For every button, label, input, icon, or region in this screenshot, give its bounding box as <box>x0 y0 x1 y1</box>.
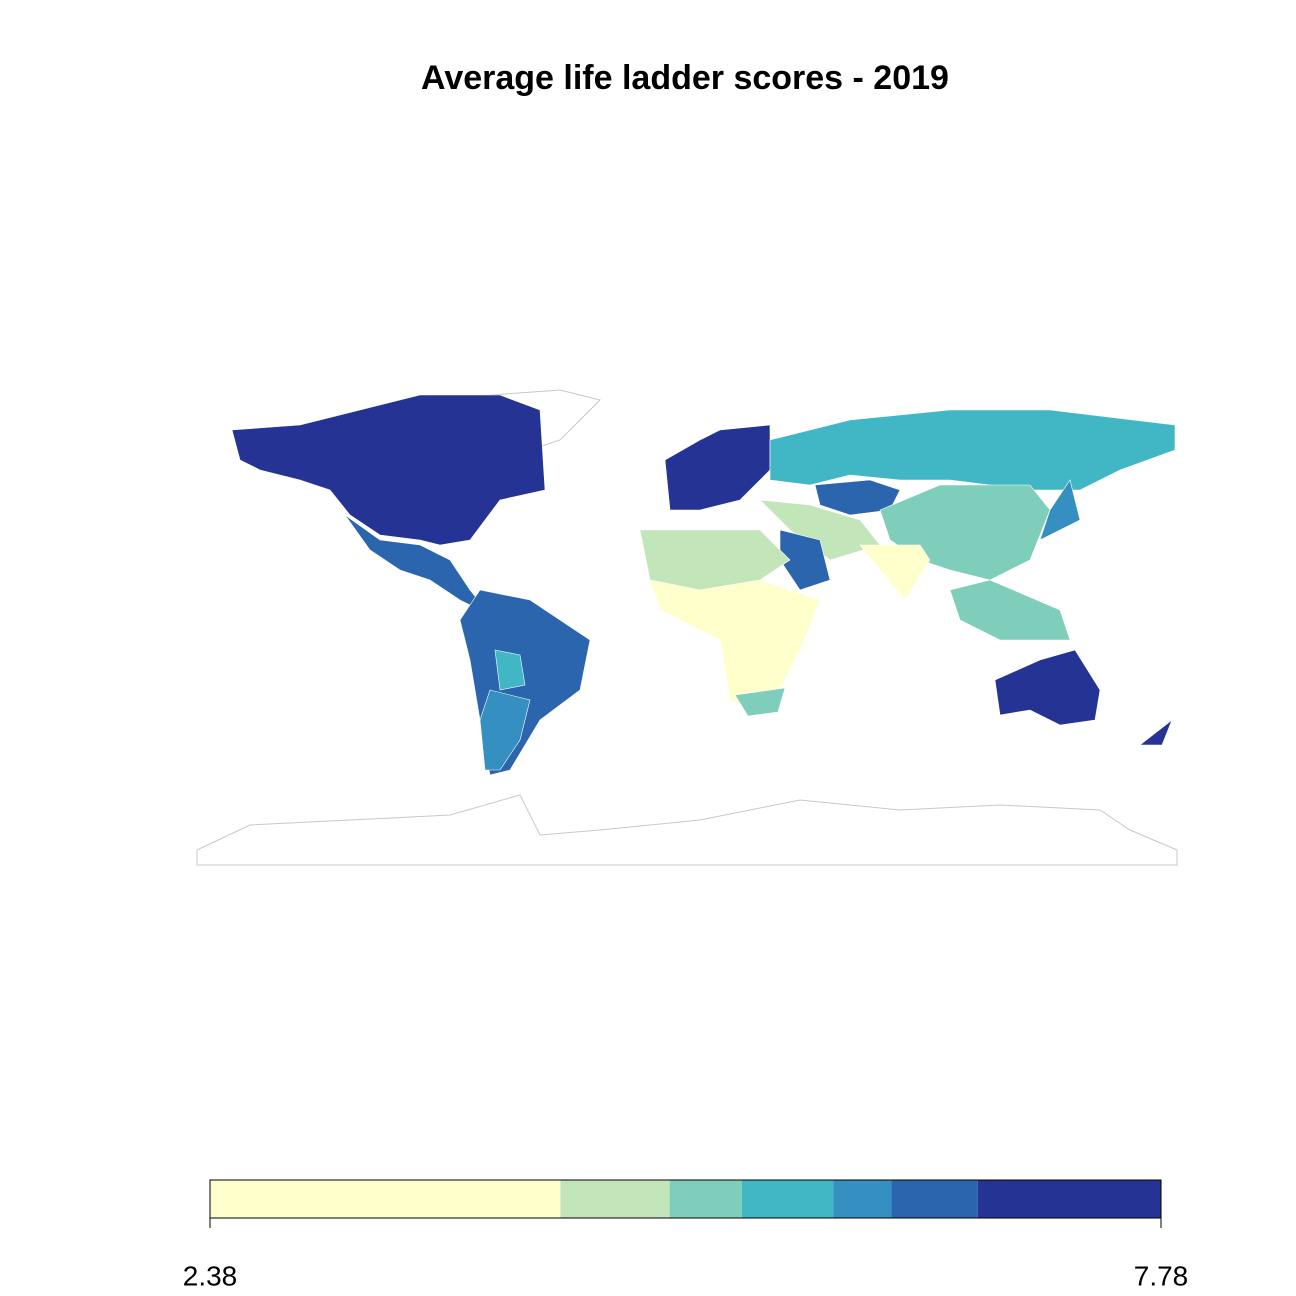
legend-bin <box>669 1180 742 1218</box>
india <box>859 544 931 601</box>
south-africa <box>734 687 786 717</box>
legend-bin <box>977 1180 1161 1218</box>
chart-title: Average life ladder scores - 2019 <box>421 59 949 97</box>
legend-bin <box>560 1180 670 1218</box>
south-america <box>459 589 591 776</box>
europe <box>664 424 771 511</box>
north-africa <box>639 529 791 591</box>
antarctica <box>196 794 1178 866</box>
legend-bin <box>741 1180 834 1218</box>
legend-border <box>209 1179 1162 1219</box>
legend-bin <box>891 1180 978 1218</box>
legend-bin <box>210 1180 561 1218</box>
southeast-asia <box>949 579 1071 641</box>
russia <box>769 409 1176 491</box>
legend: 2.38 7.78 <box>183 1179 1189 1291</box>
legend-tick-label: 7.78 <box>1134 1260 1189 1291</box>
argentina <box>479 689 531 771</box>
central-africa <box>649 579 821 711</box>
north-america <box>231 394 546 546</box>
australia <box>994 649 1101 726</box>
legend-bin <box>833 1180 892 1218</box>
bolivia <box>494 649 526 691</box>
japan <box>1039 479 1081 541</box>
map <box>196 389 1178 866</box>
new-zealand <box>1139 719 1173 746</box>
legend-tick-label: 2.38 <box>183 1260 238 1291</box>
